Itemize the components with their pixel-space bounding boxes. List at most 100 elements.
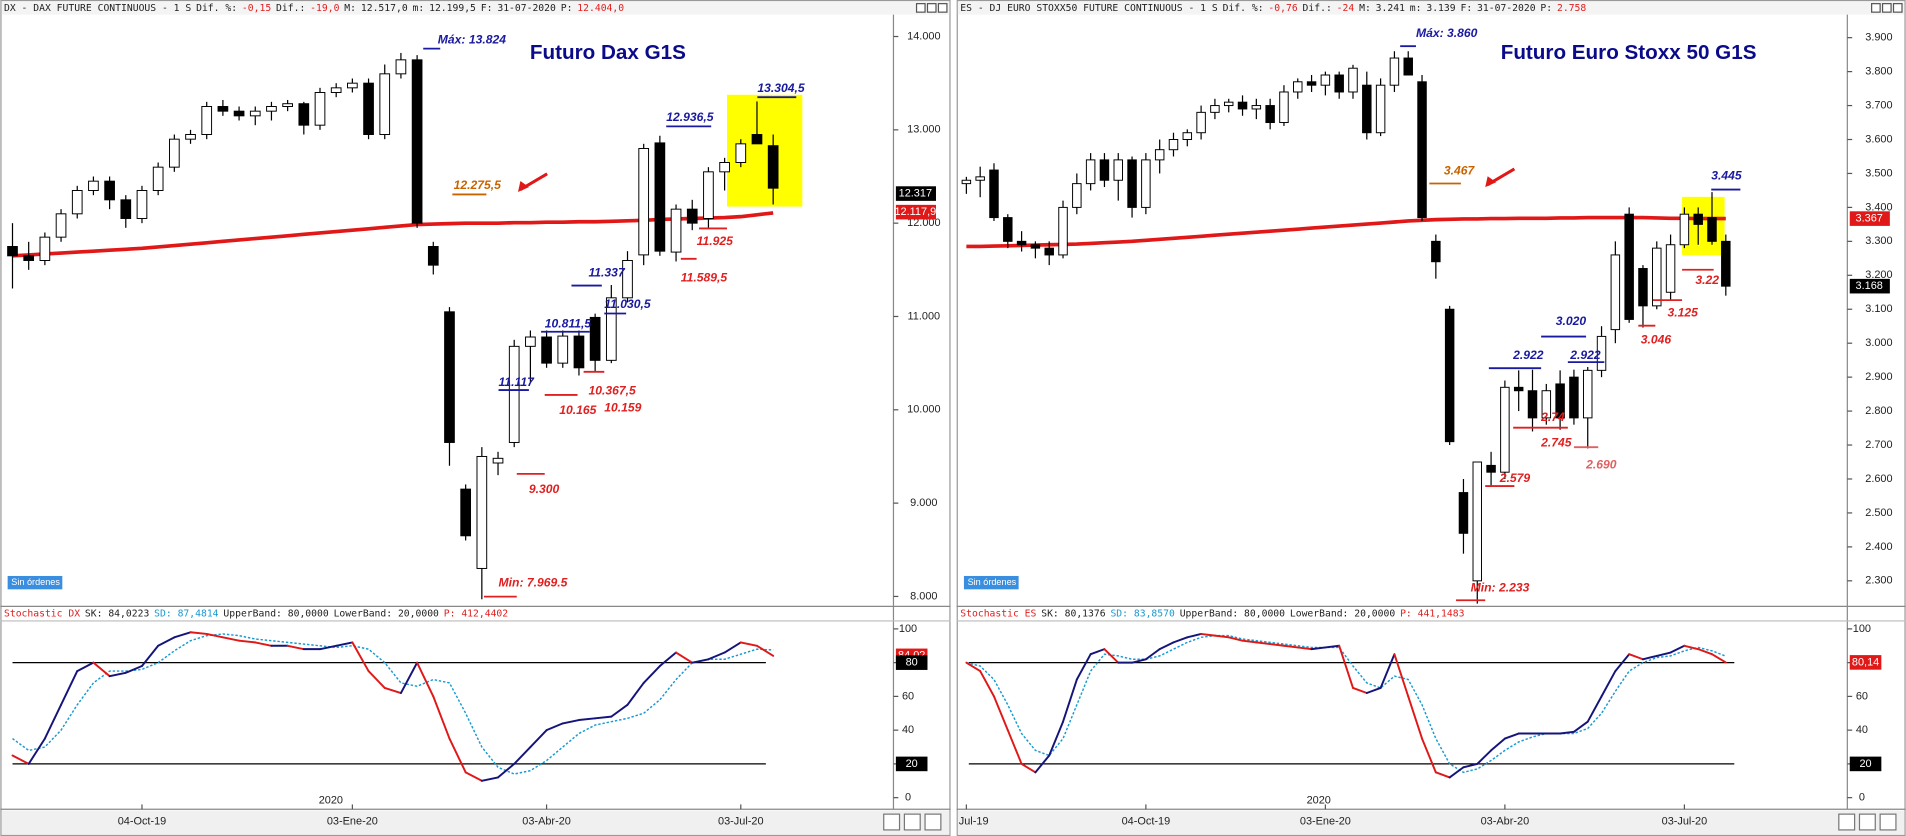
header-field: 12.404,0 <box>577 3 624 14</box>
candle-body <box>55 213 67 238</box>
candle-body <box>1389 57 1400 86</box>
toolbar-button[interactable] <box>924 813 942 831</box>
sk-segment <box>1144 648 1161 661</box>
header-field: -0,76 <box>1268 3 1297 14</box>
sk-segment <box>1103 648 1120 664</box>
y-tick-label: 60 <box>902 690 914 702</box>
toolbar-button[interactable] <box>1858 813 1876 831</box>
moving-average <box>966 215 1726 249</box>
y-tick-label: 2.300 <box>1865 575 1892 587</box>
y-tick-label: 2.900 <box>1865 371 1892 383</box>
y-tick-label: 3.000 <box>1865 337 1892 349</box>
indicator-tag-label: 80 <box>906 657 918 669</box>
sk-segment <box>1462 762 1479 769</box>
annotation: 11.117 <box>499 375 536 389</box>
y-tick-label: 3.500 <box>1865 167 1892 179</box>
sk-segment <box>238 639 257 644</box>
highlight-box <box>1682 196 1725 256</box>
toolbar-button[interactable] <box>1838 813 1856 831</box>
candle-body <box>1417 81 1427 219</box>
y-tick-label: 11.000 <box>908 310 941 322</box>
price-tag <box>895 204 936 220</box>
candle-body <box>1334 74 1344 93</box>
sk-segment <box>1200 632 1216 637</box>
sk-segment <box>1296 646 1313 651</box>
candle-body <box>589 316 601 361</box>
candle-body <box>573 335 585 369</box>
sk-segment <box>464 771 483 782</box>
toolbar-button[interactable] <box>903 813 921 831</box>
y-tick-label: 8.000 <box>910 590 937 602</box>
annotation: 13.304,5 <box>757 81 805 95</box>
candle-body <box>476 455 488 569</box>
sk-segment <box>1490 737 1506 752</box>
y-tick-label: 0 <box>905 792 911 804</box>
y-tick-label: 2.800 <box>1865 405 1892 417</box>
window-button[interactable] <box>1892 3 1903 13</box>
header-field: 3.241 <box>1376 3 1405 14</box>
sk-segment <box>658 651 678 667</box>
toolbar-button[interactable] <box>883 813 901 831</box>
sk-segment <box>1213 634 1230 639</box>
x-tick-label: 03-Abr-20 <box>522 815 571 827</box>
sk-segment <box>610 703 629 718</box>
candle-body <box>1707 217 1717 242</box>
candle-body <box>703 171 714 219</box>
sk-segment <box>11 754 30 765</box>
sk-segment <box>756 644 775 657</box>
header-field: 3.139 <box>1426 3 1455 14</box>
sk-segment <box>27 737 46 765</box>
sk-segment <box>1255 641 1272 646</box>
annotation: 11.925 <box>697 234 733 248</box>
annotation: 9.300 <box>529 482 560 496</box>
sk-segment <box>1352 686 1368 694</box>
header-field: -19,0 <box>310 3 339 14</box>
sk-segment <box>1131 658 1147 664</box>
y-tick-label: 2.400 <box>1865 541 1892 553</box>
window-button[interactable] <box>926 3 937 13</box>
window-button[interactable] <box>1871 3 1881 13</box>
toolbar-button[interactable] <box>1879 813 1897 831</box>
x-tick-label: 04-Oct-19 <box>118 815 167 827</box>
sk-segment <box>189 631 208 635</box>
window-button[interactable] <box>937 3 948 13</box>
annotation: 2.745 <box>1540 436 1572 450</box>
indicator-field: SD: 83,8570 <box>1110 609 1175 620</box>
candle-body <box>379 73 391 135</box>
sk-segment <box>1559 730 1575 735</box>
sk-segment <box>1048 720 1064 757</box>
candle-body <box>1403 57 1413 76</box>
annotation: 10.165 <box>559 403 596 417</box>
sk-segment <box>545 722 564 732</box>
sk-segment <box>141 644 160 667</box>
chart-title: Futuro Dax G1S <box>530 41 686 64</box>
annotation: 10.811,5 <box>545 317 592 331</box>
window-button[interactable] <box>1881 3 1892 13</box>
candle-body <box>1085 159 1096 185</box>
candle-body <box>638 148 650 256</box>
header-field: F: <box>1460 3 1472 14</box>
header-field: Dif.: <box>276 3 305 14</box>
y-tick-label: 3.100 <box>1865 303 1892 315</box>
candle-body <box>1044 247 1054 256</box>
candle-body <box>460 488 472 537</box>
sk-segment <box>480 776 500 782</box>
sk-segment <box>739 641 758 647</box>
candle-body <box>185 134 196 140</box>
header-field: Dif. %: <box>196 3 237 14</box>
annotation: 3.22 <box>1695 273 1719 287</box>
candle-body <box>1072 183 1082 208</box>
candle-body <box>363 82 374 135</box>
chart-header: DX - DAX FUTURE CONTINUOUS - 1 S Dif. %: -… <box>4 3 624 14</box>
sk-segment <box>594 715 613 720</box>
annotation: 10.159 <box>604 400 641 414</box>
sk-segment <box>1006 729 1023 765</box>
window-button[interactable] <box>915 3 926 13</box>
candle-body <box>1058 206 1068 256</box>
sk-segment <box>76 661 95 673</box>
sk-segment <box>157 636 176 647</box>
sk-segment <box>335 641 354 647</box>
header-field: m: <box>413 3 425 14</box>
indicator-tag <box>895 655 928 670</box>
